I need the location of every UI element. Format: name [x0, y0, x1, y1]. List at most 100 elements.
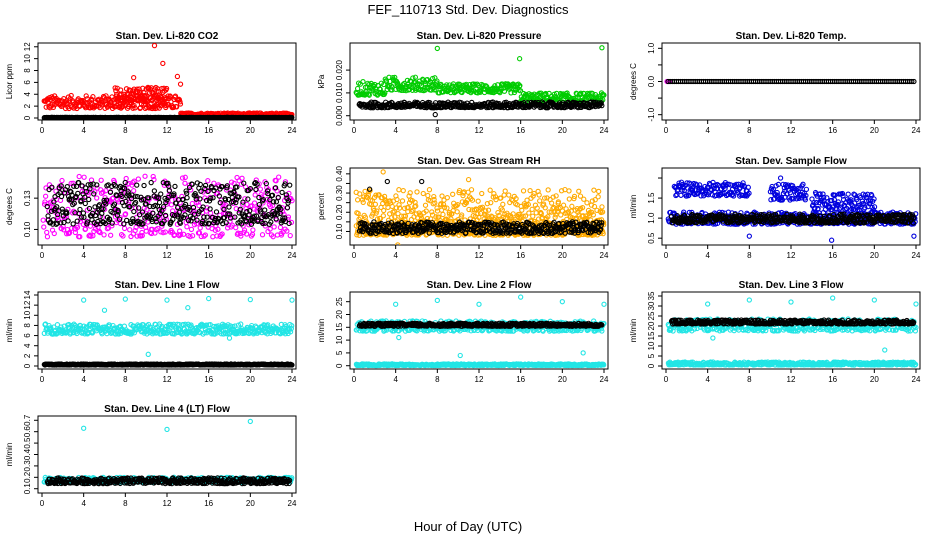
data-point: [183, 175, 187, 179]
data-point: [149, 180, 153, 184]
data-point: [530, 207, 534, 211]
x-tick-label: 12: [787, 126, 796, 135]
data-point: [356, 198, 360, 202]
x-tick-label: 16: [204, 126, 213, 135]
data-point: [600, 205, 604, 209]
data-point: [181, 232, 185, 236]
y-tick-label: 0.20: [335, 204, 344, 220]
plot-frame: [662, 168, 920, 245]
panel-title: Stan. Dev. Sample Flow: [735, 156, 847, 167]
data-point: [507, 193, 511, 197]
data-point: [87, 197, 91, 201]
series-points: [354, 46, 606, 104]
y-tick-label: 4: [23, 91, 32, 96]
data-point: [142, 183, 146, 187]
y-tick-label: 0.010: [335, 82, 344, 103]
figure-title: FEF_110713 Std. Dev. Diagnostics: [367, 2, 569, 17]
data-point: [415, 190, 419, 194]
x-tick-label: 12: [163, 251, 172, 260]
x-tick-label: 12: [787, 251, 796, 260]
x-tick-label: 12: [475, 126, 484, 135]
data-point: [426, 193, 430, 197]
y-axis-label: Licor ppm: [5, 64, 14, 99]
y-tick-label: 0.020: [335, 60, 344, 81]
outlier-point: [433, 112, 437, 116]
data-point: [427, 188, 431, 192]
y-axis-label: ml/min: [629, 195, 638, 219]
y-tick-label: 2: [23, 103, 32, 108]
data-point: [109, 233, 113, 237]
series-points: [42, 115, 294, 119]
x-tick-label: 20: [246, 126, 255, 135]
data-point: [361, 200, 365, 204]
data-point: [71, 222, 75, 226]
data-point: [45, 235, 49, 239]
y-tick-label: 12: [23, 42, 32, 51]
data-point: [503, 189, 507, 193]
outlier-point: [435, 46, 439, 50]
data-point: [132, 189, 136, 193]
data-point: [152, 189, 156, 193]
data-point: [82, 175, 86, 179]
x-tick-label: 0: [352, 251, 357, 260]
data-point: [382, 208, 386, 212]
series-points: [666, 176, 918, 242]
x-tick-label: 24: [912, 126, 921, 135]
data-point: [421, 191, 425, 195]
data-point: [99, 178, 103, 182]
x-tick-label: 24: [600, 251, 609, 260]
data-point: [102, 233, 106, 237]
x-tick-label: 24: [600, 126, 609, 135]
data-point: [455, 210, 459, 214]
x-tick-label: 4: [393, 126, 398, 135]
data-point: [45, 230, 49, 234]
x-tick-label: 16: [828, 126, 837, 135]
data-point: [60, 178, 64, 182]
data-point: [78, 207, 82, 211]
y-tick-label: 0.13: [23, 190, 32, 206]
y-axis-label: kPa: [317, 74, 326, 88]
data-point: [531, 214, 535, 218]
x-tick-label: 20: [558, 251, 567, 260]
data-point: [251, 228, 255, 232]
x-tick-label: 8: [123, 126, 128, 135]
data-point: [234, 226, 238, 230]
data-point: [480, 191, 484, 195]
panel-title: Stan. Dev. Gas Stream RH: [417, 156, 540, 167]
x-tick-label: 0: [664, 251, 669, 260]
data-point: [258, 187, 262, 191]
data-point: [185, 196, 189, 200]
y-axis-label: percent: [317, 192, 326, 219]
data-point: [173, 184, 177, 188]
y-tick-label: -1.0: [647, 107, 656, 121]
outlier-point: [152, 43, 156, 47]
x-tick-label: 20: [558, 126, 567, 135]
data-point: [440, 194, 444, 198]
data-point: [501, 202, 505, 206]
y-tick-label: 0.000: [335, 105, 344, 126]
x-tick-label: 4: [705, 126, 710, 135]
data-point: [183, 181, 187, 185]
x-tick-label: 0: [664, 126, 669, 135]
data-point: [288, 183, 292, 187]
data-point: [570, 204, 574, 208]
data-point: [169, 203, 173, 207]
data-point: [527, 211, 531, 215]
points: [41, 174, 294, 239]
x-tick-label: 8: [435, 126, 440, 135]
series-points: [666, 79, 916, 83]
x-tick-label: 16: [828, 251, 837, 260]
data-point: [95, 196, 99, 200]
points: [354, 170, 606, 247]
x-tick-label: 16: [516, 251, 525, 260]
data-point: [278, 225, 282, 229]
data-point: [122, 226, 126, 230]
x-tick-label: 8: [435, 251, 440, 260]
y-axis-label: degrees C: [5, 188, 14, 225]
y-tick-label: 10: [23, 54, 32, 63]
x-tick-label: 0: [40, 126, 45, 135]
